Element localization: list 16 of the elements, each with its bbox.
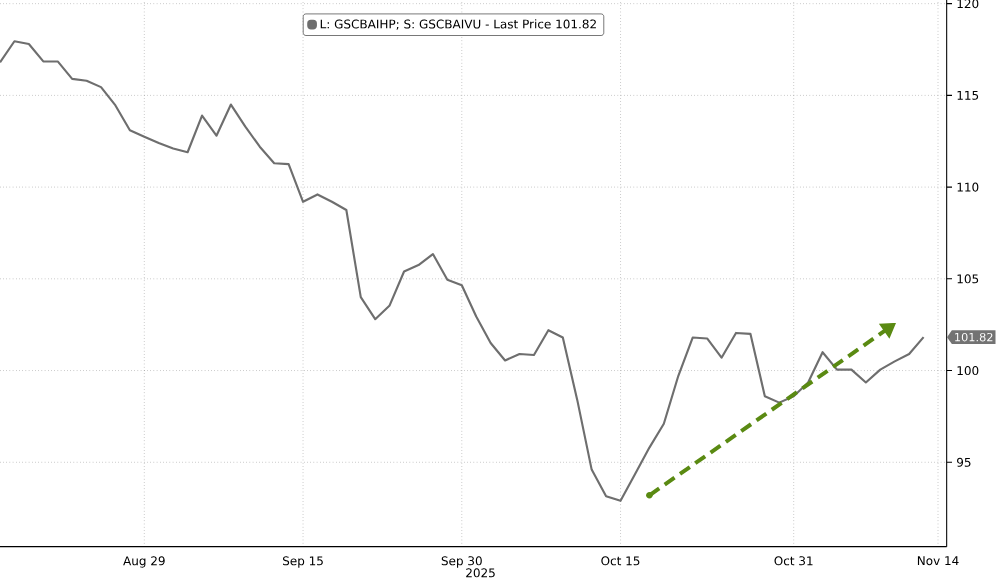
x-tick-label: Oct 15 [601, 556, 640, 566]
text: 101.82 [955, 332, 993, 342]
x-tick-label: Aug 29 [123, 556, 165, 568]
y-tick-label: 120 [957, 0, 979, 9]
y-tick-label: 95 [957, 457, 971, 467]
x-tick-label: Sep 30 [441, 556, 482, 568]
text: 2025 [466, 568, 495, 578]
x-tick-label: Sep 15 [283, 556, 323, 568]
legend-label: L: GSCBAIHP; S: GSCBAIVU - Last Price 101.82 [320, 19, 596, 30]
y-tick-label: 105 [957, 274, 979, 284]
y-tick-label: 115 [957, 90, 979, 100]
y-tick-label: 100 [957, 366, 979, 376]
line-series [0, 40, 925, 502]
y-tick-label: 110 [957, 182, 979, 192]
x-tick-label: Nov 14 [917, 556, 959, 566]
x-tick-label: Oct 31 [774, 556, 813, 566]
